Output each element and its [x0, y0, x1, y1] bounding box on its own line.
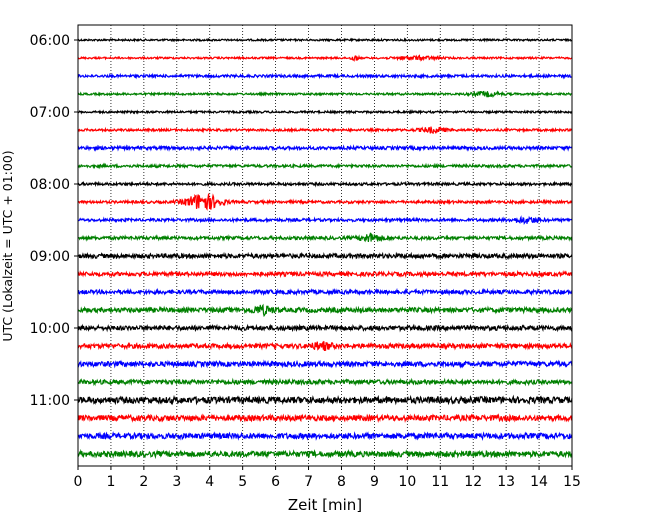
x-axis-ticks: 0 1 2 3 4 5 6 7 8 9 10 11 12 13 14 15: [74, 466, 581, 490]
trace-0815: [77, 193, 573, 211]
x-axis-label: Zeit [min]: [288, 496, 362, 514]
trace-1115: [77, 413, 573, 424]
x-tick-label-7: 7: [304, 474, 313, 490]
trace-0900: [77, 251, 573, 261]
x-tick-label-9: 9: [370, 474, 379, 490]
x-tick-label-11: 11: [431, 474, 449, 490]
y-axis-ticks: 06:00 07:00 08:00 09:00 10:00 11:00: [30, 33, 78, 409]
x-tick-label-10: 10: [398, 474, 416, 490]
trace-0800: [77, 180, 573, 188]
x-tick-label-2: 2: [139, 474, 148, 490]
plot-frame: [77, 24, 573, 467]
x-tick-label-6: 6: [271, 474, 280, 490]
y-tick-label-0600: 06:00: [30, 33, 70, 49]
trace-0930: [77, 287, 573, 297]
y-axis-label: UTC (Lokalzeit = UTC + 01:00): [0, 150, 15, 341]
trace-1100: [77, 394, 573, 406]
x-tick-label-8: 8: [337, 474, 346, 490]
trace-0630: [77, 72, 573, 80]
x-tick-label-13: 13: [497, 474, 515, 490]
x-tick-label-12: 12: [464, 474, 482, 490]
y-tick-label-1000: 10:00: [30, 321, 70, 337]
trace-0945: [77, 303, 573, 318]
trace-1015: [77, 340, 573, 351]
trace-1130: [77, 431, 573, 441]
trace-0730: [77, 144, 573, 152]
y-tick-label-0700: 07:00: [30, 105, 70, 121]
x-tick-label-5: 5: [238, 474, 247, 490]
x-tick-label-15: 15: [563, 474, 581, 490]
x-tick-label-0: 0: [74, 474, 83, 490]
x-tick-label-3: 3: [172, 474, 181, 490]
trace-0715: [77, 126, 573, 134]
trace-lines: [77, 37, 573, 460]
trace-0845: [77, 232, 573, 243]
trace-0600: [77, 37, 573, 43]
trace-0700: [77, 109, 573, 115]
y-tick-label-0800: 08:00: [30, 177, 70, 193]
trace-1000: [77, 323, 573, 333]
trace-0645: [77, 90, 573, 98]
y-tick-label-0900: 09:00: [30, 249, 70, 265]
trace-0830: [77, 215, 573, 225]
trace-0915: [77, 269, 573, 279]
trace-0615: [77, 54, 573, 62]
trace-1030: [77, 359, 573, 369]
trace-0745: [77, 162, 573, 170]
trace-1145: [77, 448, 573, 460]
trace-1045: [77, 377, 573, 387]
y-tick-label-1100: 11:00: [30, 393, 70, 409]
x-tick-label-4: 4: [205, 474, 214, 490]
x-tick-label-1: 1: [106, 474, 115, 490]
x-tick-label-14: 14: [530, 474, 548, 490]
